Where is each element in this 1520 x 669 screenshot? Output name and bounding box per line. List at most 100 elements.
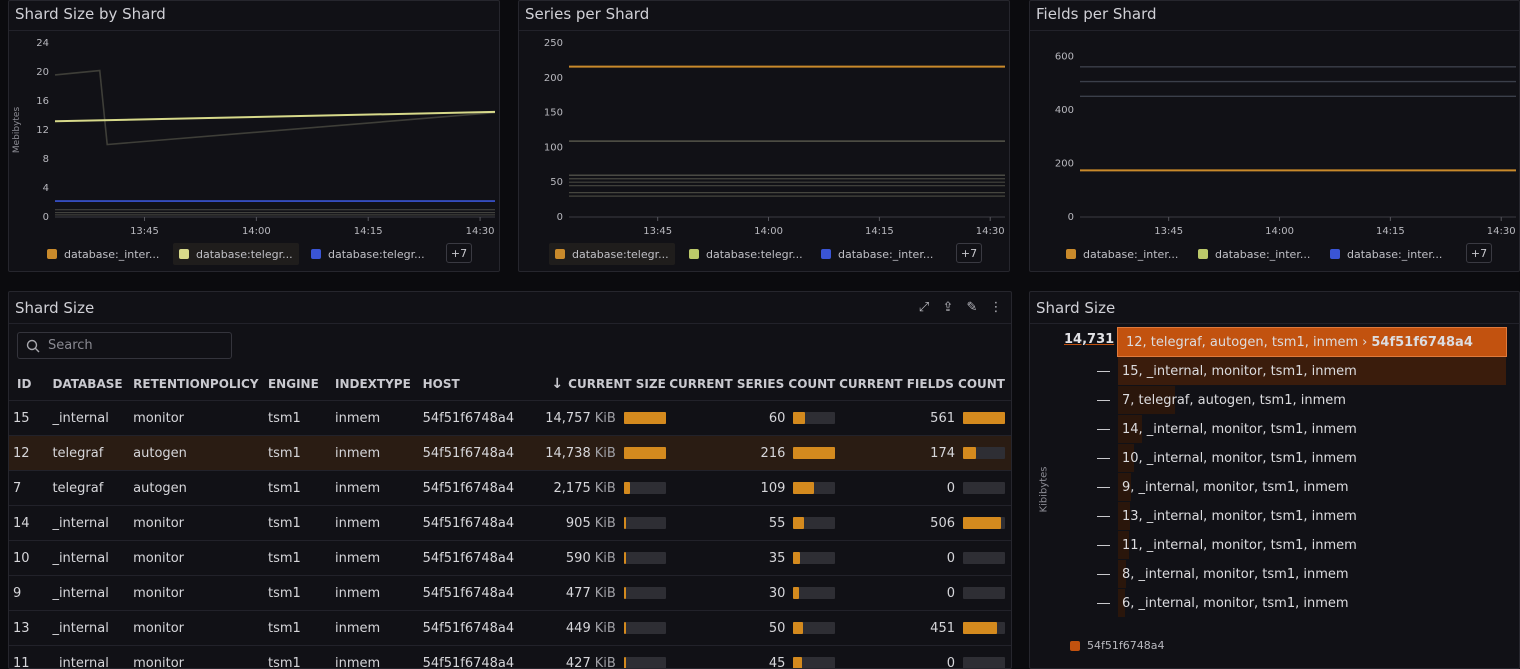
cell-host: 54f51f6748a4 bbox=[422, 540, 533, 576]
cell-host: 54f51f6748a4 bbox=[422, 400, 533, 436]
legend-swatch bbox=[47, 249, 57, 259]
cell-current-series-count: 216 bbox=[665, 435, 836, 471]
x-tick-label: 14:00 bbox=[242, 226, 271, 237]
table-header-row: ID DATABASE RETENTIONPOLICY ENGINE INDEX… bbox=[9, 368, 1011, 401]
size-bar[interactable] bbox=[1118, 444, 1134, 472]
y-tick-label: 0 bbox=[557, 212, 563, 223]
more-menu-icon[interactable]: ⋮ bbox=[989, 300, 1003, 315]
y-tick-label: 600 bbox=[1055, 51, 1074, 62]
legend-item[interactable]: database:_inter... bbox=[1192, 243, 1316, 265]
size-bar[interactable] bbox=[1118, 502, 1130, 530]
tick-dash bbox=[1097, 515, 1110, 517]
col-header-id[interactable]: ID bbox=[17, 377, 32, 391]
search-input[interactable]: Search bbox=[17, 332, 232, 359]
cell-current-series-count: 55 bbox=[665, 505, 836, 541]
cell-value: 449 bbox=[565, 620, 591, 636]
edit-icon[interactable]: ✎ bbox=[966, 300, 978, 315]
cell-value: 427 bbox=[565, 655, 591, 669]
col-header-database[interactable]: DATABASE bbox=[52, 377, 123, 391]
legend-item[interactable]: database:telegr... bbox=[683, 243, 809, 265]
bar-row: 13, _internal, monitor, tsm1, inmem bbox=[1097, 503, 1357, 529]
legend-swatch bbox=[1066, 249, 1076, 259]
cell-value: 561 bbox=[930, 410, 955, 426]
series-per-shard-panel: Series per Shard 0 50 100 150 200 250 13:45 14:… bbox=[518, 0, 1010, 272]
search-placeholder: Search bbox=[48, 338, 93, 353]
size-bar[interactable] bbox=[1118, 473, 1131, 501]
table-row[interactable]: 12 telegraf autogen tsm1 inmem 54f51f6748a4 14… bbox=[9, 435, 1011, 471]
bar-row: 10, _internal, monitor, tsm1, inmem bbox=[1097, 445, 1357, 471]
fields-per-shard-chart[interactable]: 0 200 400 600 13:45 14:00 14:15 14:30 bbox=[1030, 31, 1520, 241]
cell-engine: tsm1 bbox=[267, 645, 336, 668]
expand-icon[interactable]: ⤢ bbox=[918, 300, 930, 315]
legend-label: database:_inter... bbox=[838, 247, 934, 261]
bar-label: 7, telegraf, autogen, tsm1, inmem bbox=[1122, 392, 1346, 408]
size-bar[interactable] bbox=[1118, 386, 1176, 414]
panel-divider bbox=[9, 30, 499, 31]
cell-value: 50 bbox=[768, 620, 786, 636]
col-header-host[interactable]: HOST bbox=[422, 377, 460, 391]
bar-label: 15, _internal, monitor, tsm1, inmem bbox=[1122, 363, 1357, 379]
y-tick-label: 24 bbox=[36, 38, 49, 49]
legend-more-button[interactable]: +7 bbox=[1466, 243, 1492, 263]
col-header-engine[interactable]: ENGINE bbox=[267, 377, 319, 391]
size-bar[interactable] bbox=[1118, 560, 1126, 588]
legend-swatch bbox=[689, 249, 699, 259]
series-per-shard-chart[interactable]: 0 50 100 150 200 250 13:45 14:00 14:15 14:30 bbox=[519, 31, 1010, 241]
chart-legend: database:_inter... database:_inter... da… bbox=[1030, 243, 1519, 265]
cell-host: 54f51f6748a4 bbox=[422, 435, 533, 471]
panel-title: Shard Size by Shard bbox=[15, 5, 166, 23]
col-header-current-size[interactable]: ↓ CURRENT SIZE bbox=[551, 376, 666, 392]
size-bar[interactable] bbox=[1118, 531, 1130, 559]
x-tick-label: 13:45 bbox=[643, 226, 672, 237]
cell-indextype: inmem bbox=[335, 575, 423, 611]
y-tick-label: 20 bbox=[36, 67, 49, 78]
table-row[interactable]: 7 telegraf autogen tsm1 inmem 54f51f6748a4 2,1… bbox=[9, 470, 1011, 506]
legend-item[interactable]: database:_inter... bbox=[41, 243, 165, 265]
legend-more-button[interactable]: +7 bbox=[956, 243, 982, 263]
legend-item[interactable]: database:telegr... bbox=[305, 243, 431, 265]
x-tick-label: 14:15 bbox=[354, 226, 383, 237]
legend-item[interactable]: database:telegr... bbox=[173, 243, 299, 265]
size-bar[interactable] bbox=[1118, 357, 1506, 385]
bar-host-label: 54f51f6748a4 bbox=[1371, 334, 1473, 350]
size-bar[interactable] bbox=[1118, 415, 1142, 443]
legend-item[interactable]: database:telegr... bbox=[549, 243, 675, 265]
legend-item[interactable]: database:_inter... bbox=[1324, 243, 1448, 265]
cell-database: _internal bbox=[52, 505, 134, 541]
shard-size-chart[interactable]: 0 4 8 12 16 20 24 13:45 14:00 14:15 14:30 Mebibytes bbox=[9, 31, 500, 241]
cell-indextype: inmem bbox=[335, 610, 423, 646]
cell-current-series-count: 35 bbox=[665, 540, 836, 576]
bar-row: 7, telegraf, autogen, tsm1, inmem bbox=[1097, 387, 1346, 413]
legend-item[interactable]: database:_inter... bbox=[1060, 243, 1184, 265]
y-tick-label: 16 bbox=[36, 96, 49, 107]
share-icon[interactable]: ⇪ bbox=[942, 300, 954, 315]
size-bar[interactable] bbox=[1118, 589, 1125, 617]
value-bar bbox=[963, 412, 1005, 424]
shard-size-bar-panel: Shard Size Kibibytes 14,731 12, telegraf… bbox=[1029, 291, 1520, 669]
col-header-current-series-count[interactable]: CURRENT SERIES COUNT bbox=[669, 377, 836, 391]
cell-current-fields-count: 0 bbox=[835, 575, 1011, 611]
col-header-retentionpolicy[interactable]: RETENTIONPOLICY bbox=[133, 377, 259, 391]
cell-value: 590 bbox=[565, 550, 591, 566]
table-row[interactable]: 11 _internal monitor tsm1 inmem 54f51f6748a4 4… bbox=[9, 645, 1011, 669]
legend-more-button[interactable]: +7 bbox=[446, 243, 472, 263]
x-tick-label: 13:45 bbox=[1154, 226, 1183, 237]
table-row[interactable]: 14 _internal monitor tsm1 inmem 54f51f6748a4 9… bbox=[9, 505, 1011, 541]
legend-item[interactable]: database:_inter... bbox=[815, 243, 939, 265]
table-row[interactable]: 13 _internal monitor tsm1 inmem 54f51f6748a4 4… bbox=[9, 610, 1011, 646]
cell-host: 54f51f6748a4 bbox=[422, 645, 533, 668]
value-bar bbox=[793, 517, 836, 529]
col-header-indextype[interactable]: INDEXTYPE bbox=[335, 377, 411, 391]
cell-database: _internal bbox=[52, 610, 134, 646]
bar-label: 11, _internal, monitor, tsm1, inmem bbox=[1122, 537, 1357, 553]
cell-current-size: 14,757 KiB bbox=[532, 400, 666, 436]
cell-retentionpolicy: monitor bbox=[133, 575, 268, 611]
value-bar bbox=[623, 587, 666, 599]
table-row[interactable]: 15 _internal monitor tsm1 inmem 54f51f6748a4 1… bbox=[9, 400, 1011, 436]
col-header-current-fields-count[interactable]: CURRENT FIELDS COUNT bbox=[839, 377, 1005, 391]
table-row[interactable]: 10 _internal monitor tsm1 inmem 54f51f6748a4 5… bbox=[9, 540, 1011, 576]
size-bar[interactable] bbox=[1117, 327, 1507, 357]
table-row[interactable]: 9 _internal monitor tsm1 inmem 54f51f6748a4 47… bbox=[9, 575, 1011, 611]
bar-label: 9, _internal, monitor, tsm1, inmem bbox=[1122, 479, 1349, 495]
cell-id: 14 bbox=[9, 505, 53, 541]
